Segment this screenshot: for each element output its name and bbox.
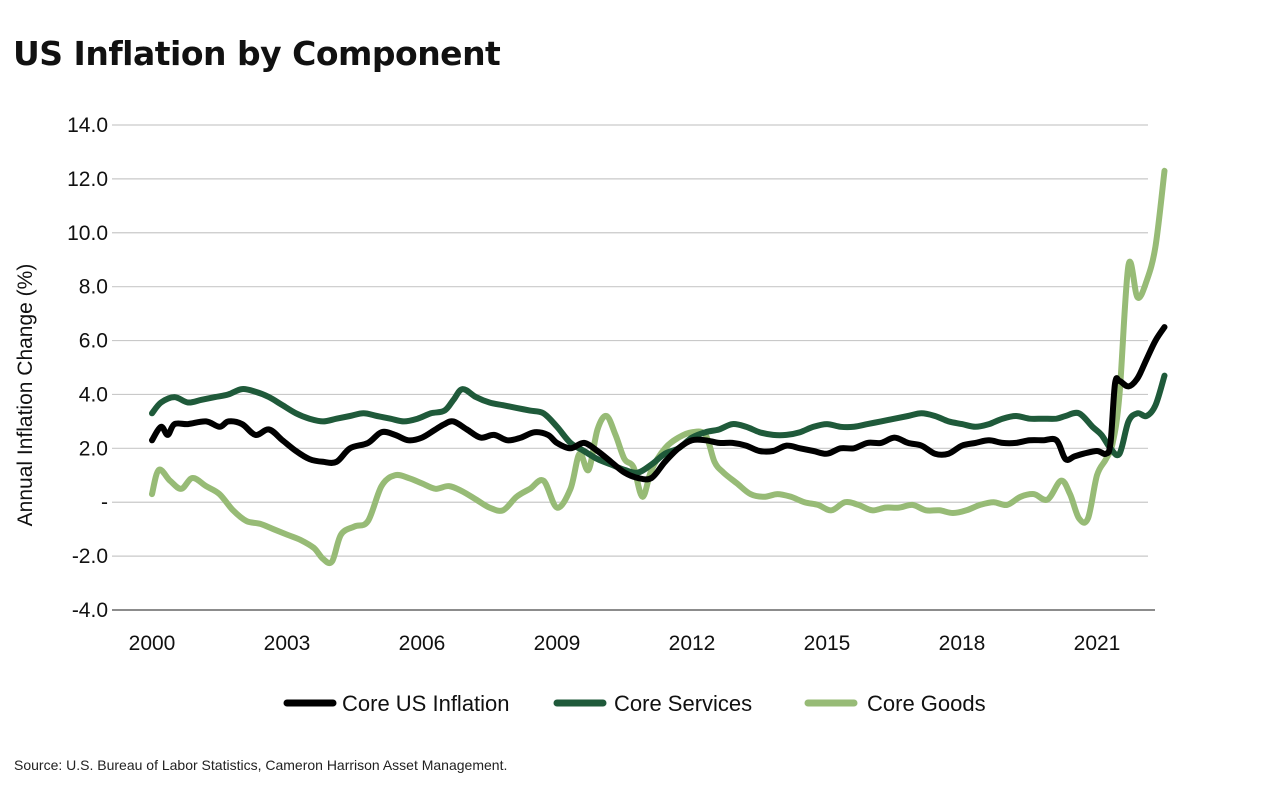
core-us-inflation-line — [149, 324, 1168, 483]
x-tick-label: 2009 — [534, 632, 581, 655]
x-tick-label: 2015 — [804, 632, 851, 655]
x-tick-label: 2012 — [669, 632, 716, 655]
x-tick-label: 2006 — [399, 632, 446, 655]
legend-core-us-inflation: Core US Inflation — [283, 691, 510, 716]
legend-label: Core US Inflation — [342, 691, 510, 716]
y-axis-tick-labels: -4.0-2.0-2.04.06.08.010.012.014.0 — [67, 114, 108, 622]
x-tick-label: 2021 — [1074, 632, 1121, 655]
y-tick-label: 4.0 — [79, 383, 108, 406]
x-tick-label: 2003 — [264, 632, 311, 655]
source-note: Source: U.S. Bureau of Labor Statistics,… — [14, 757, 508, 773]
chart-title: US Inflation by Component — [13, 34, 501, 73]
legend-label: Core Goods — [867, 691, 986, 716]
y-tick-label: - — [101, 491, 108, 514]
legend-core-goods: Core Goods — [804, 691, 986, 716]
y-tick-label: 6.0 — [79, 330, 108, 353]
x-tick-label: 2000 — [129, 632, 176, 655]
grid-lines — [112, 124, 1155, 611]
legend-core-services: Core Services — [553, 691, 752, 716]
y-tick-label: -4.0 — [72, 599, 108, 622]
series-lines — [149, 167, 1168, 567]
y-tick-label: -2.0 — [72, 545, 108, 568]
legend-label: Core Services — [614, 691, 752, 716]
y-tick-label: 2.0 — [79, 437, 108, 460]
core-goods-line — [149, 167, 1168, 567]
y-tick-label: 12.0 — [67, 168, 108, 191]
y-tick-label: 8.0 — [79, 276, 108, 299]
y-axis-title: Annual Inflation Change (%) — [14, 264, 37, 527]
legend: Core US Inflation Core Services Core Goods — [283, 691, 986, 716]
x-tick-label: 2018 — [939, 632, 986, 655]
y-tick-label: 14.0 — [67, 114, 108, 137]
x-axis-tick-labels: 2000 2003 2006 2009 2012 2015 2018 2021 — [129, 632, 1121, 655]
y-tick-label: 10.0 — [67, 222, 108, 245]
